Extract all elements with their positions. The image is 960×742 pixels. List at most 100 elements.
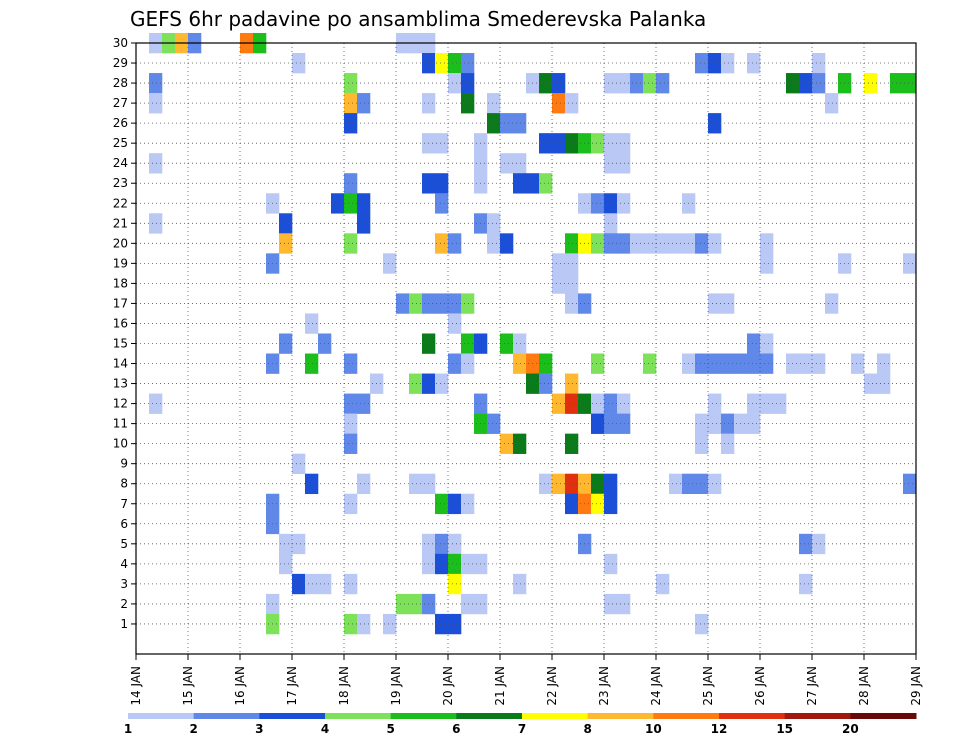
heatmap-cell <box>656 573 670 595</box>
heatmap-cell <box>435 293 449 314</box>
heatmap-cell <box>552 73 566 94</box>
x-tick-label: 21 JAN <box>493 666 507 706</box>
heatmap-cell <box>344 233 358 254</box>
heatmap-cell <box>747 333 761 354</box>
heatmap-cell <box>461 333 475 354</box>
x-tick-label: 26 JAN <box>753 666 767 706</box>
heatmap-cell <box>799 73 813 94</box>
heatmap-cell <box>812 53 826 74</box>
heatmap-cell <box>825 293 839 314</box>
heatmap-cell <box>721 433 735 454</box>
heatmap-cell <box>591 393 605 414</box>
colorbar-segment <box>325 713 392 719</box>
heatmap-cell <box>448 293 462 314</box>
colorbar-segment <box>587 713 654 719</box>
heatmap-cell <box>357 473 371 495</box>
heatmap-cell <box>513 353 527 374</box>
heatmap-cell <box>643 353 657 374</box>
y-tick-label: 10 <box>113 437 128 451</box>
heatmap-cell <box>409 293 423 314</box>
heatmap-cell <box>357 213 371 234</box>
heatmap-cell <box>279 553 293 575</box>
heatmap-cell <box>604 153 618 174</box>
heatmap-cell <box>760 393 774 414</box>
heatmap-cell <box>617 133 631 154</box>
heatmap-cell <box>552 273 566 294</box>
y-tick-label: 11 <box>113 417 128 431</box>
heatmap-cell <box>487 113 501 134</box>
heatmap-cell <box>500 233 514 254</box>
y-tick-label: 3 <box>120 577 128 591</box>
heatmap-cell <box>435 373 449 394</box>
heatmap-cell <box>513 113 527 134</box>
x-axis: 14 JAN 15 JAN 16 JAN 17 JAN 18 JAN 19 JAN 20 J… <box>129 654 923 706</box>
y-tick-label: 15 <box>113 336 128 350</box>
heatmap-cell <box>344 353 358 374</box>
heatmap-cell <box>292 533 306 555</box>
heatmap-cell <box>721 53 735 74</box>
x-tick-label: 14 JAN <box>129 666 143 706</box>
heatmap-cell <box>604 493 618 515</box>
heatmap-cell <box>617 153 631 174</box>
heatmap-cell <box>435 173 449 194</box>
heatmap-cell <box>513 153 527 174</box>
heatmap-cell <box>448 553 462 575</box>
heatmap-cell <box>591 353 605 374</box>
heatmap-cell <box>903 73 917 94</box>
heatmap-cell <box>617 73 631 94</box>
heatmap-cell <box>539 73 553 94</box>
heatmap-cell <box>604 473 618 495</box>
colorbar-segment <box>850 713 917 719</box>
heatmap-cell <box>461 553 475 575</box>
cells-layer <box>149 32 917 635</box>
heatmap-cell <box>513 173 527 194</box>
colorbar-label: 8 <box>583 722 591 736</box>
heatmap-cell <box>721 353 735 374</box>
heatmap-cell <box>812 353 826 374</box>
heatmap-cell <box>435 53 449 74</box>
heatmap-cell <box>565 433 579 454</box>
heatmap-cell <box>591 413 605 434</box>
x-tick-label: 17 JAN <box>285 666 299 706</box>
heatmap-cell <box>435 233 449 254</box>
heatmap-cell <box>591 193 605 214</box>
x-tick-label: 28 JAN <box>857 666 871 706</box>
heatmap-cell <box>383 613 397 635</box>
heatmap-cell <box>513 573 527 595</box>
heatmap-cell <box>565 253 579 274</box>
heatmap-cell <box>669 473 683 495</box>
heatmap-cell <box>799 533 813 555</box>
heatmap-cell <box>331 193 345 214</box>
heatmap-cell <box>695 233 709 254</box>
heatmap-cell <box>591 233 605 254</box>
colorbar-segment <box>259 713 326 719</box>
heatmap-cell <box>305 473 319 495</box>
heatmap-cell <box>279 333 293 354</box>
heatmap-cell <box>864 373 878 394</box>
heatmap-cell <box>812 533 826 555</box>
heatmap-cell <box>461 293 475 314</box>
heatmap-cell <box>617 413 631 434</box>
heatmap-cell <box>708 353 722 374</box>
y-tick-label: 9 <box>120 457 128 471</box>
heatmap-cell <box>487 213 501 234</box>
heatmap-cell <box>149 213 163 234</box>
chart-title: GEFS 6hr padavine po ansamblima Smederev… <box>130 7 706 31</box>
heatmap-cell <box>539 473 553 495</box>
heatmap-cell <box>292 53 306 74</box>
y-tick-label: 8 <box>120 477 128 491</box>
y-tick-label: 26 <box>113 116 128 130</box>
heatmap-cell <box>669 233 683 254</box>
colorbar-label: 20 <box>842 722 859 736</box>
heatmap-cell <box>344 93 358 114</box>
colorbar-label: 3 <box>255 722 263 736</box>
heatmap-cell <box>643 73 657 94</box>
heatmap-cell <box>435 613 449 635</box>
colorbar-label: 6 <box>452 722 460 736</box>
heatmap-cell <box>487 413 501 434</box>
y-tick-label: 27 <box>113 96 128 110</box>
heatmap-cell <box>708 413 722 434</box>
heatmap-cell <box>604 133 618 154</box>
heatmap-cell <box>604 233 618 254</box>
